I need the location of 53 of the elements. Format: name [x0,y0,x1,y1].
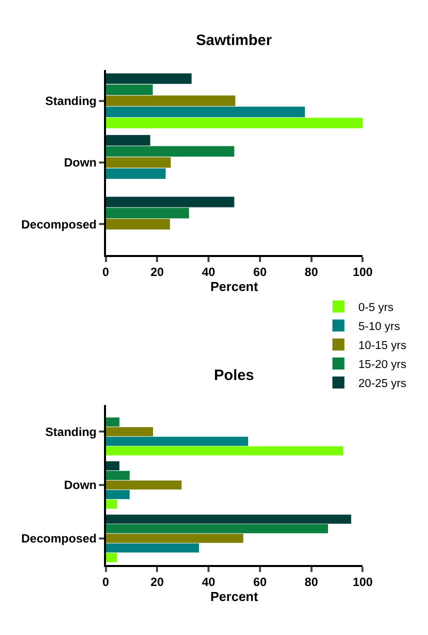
x-tick-label: 20 [150,575,164,590]
bar [106,514,352,524]
bar [106,427,154,436]
bar [106,157,171,168]
bar [106,534,244,543]
bar [106,446,344,456]
bar [106,480,182,490]
legend-label: 0-5 yrs [358,302,394,314]
x-tick-label: 40 [202,575,216,590]
bar [106,73,192,84]
x-tick-label: 100 [352,265,374,280]
bar [106,436,248,446]
y-tick-label: Down [64,156,97,170]
bar [106,135,150,146]
y-tick-label: Down [64,478,97,492]
x-tick-label: 20 [150,265,164,280]
x-tick-label: 60 [253,575,267,590]
y-tick-label: Standing [45,94,97,108]
bar [106,418,120,427]
bar [106,106,305,118]
y-tick-label: Decomposed [21,217,97,232]
bar [106,552,118,562]
chart-title: Poles [214,367,254,384]
legend-label: 20-25 yrs [358,378,407,390]
bar [106,208,190,218]
bar [106,500,118,509]
y-tick-label: Decomposed [21,532,97,546]
legend-label: 15-20 yrs [358,358,407,371]
bar [106,543,200,552]
bar [106,196,234,208]
x-tick-label: 40 [202,265,216,280]
legend-label: 10-15 yrs [358,340,407,352]
bar [106,96,236,106]
bar [106,218,170,230]
x-tick-label: 100 [352,575,374,590]
bar [106,84,153,96]
x-tick-label: 60 [253,265,267,280]
bar [106,524,328,534]
x-tick-label: 0 [102,575,110,590]
y-tick-label: Standing [45,424,97,439]
legend-label: 5-10 yrs [358,320,400,333]
chart-title: Sawtimber [196,32,272,49]
x-tick-label: 80 [304,265,318,280]
bar [106,490,130,500]
bar [106,118,363,128]
bar [106,461,120,470]
bar [106,470,130,480]
bar [106,146,234,157]
x-axis-title: Percent [210,279,259,294]
x-tick-label: 80 [304,575,318,590]
x-axis-title: Percent [210,589,259,604]
bar [106,168,166,179]
x-tick-label: 0 [102,265,110,280]
